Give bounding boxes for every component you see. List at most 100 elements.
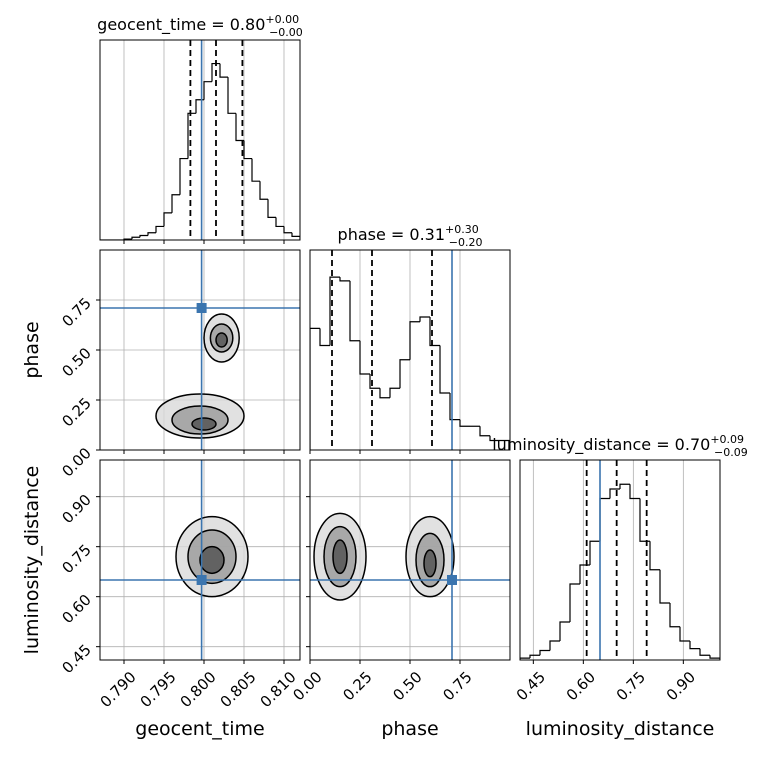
hist-step: [349, 280, 360, 342]
hist-step: [429, 317, 440, 347]
hist-step: [310, 327, 320, 450]
hist-step: [163, 212, 172, 227]
truth-point: [447, 575, 457, 585]
hist-step: [649, 541, 660, 571]
hist-step: [319, 328, 330, 347]
title-text: luminosity_distance = 0.70: [492, 435, 710, 455]
hist-step: [275, 217, 284, 228]
title-plus: +0.09: [710, 433, 744, 446]
hist-step: [235, 113, 244, 142]
x-tick-label: 0.790: [97, 668, 140, 711]
x-axis-label: geocent_time: [135, 718, 264, 740]
hist-step: [569, 583, 580, 622]
x-tick-label: 0.25: [339, 668, 375, 704]
plot-area: [310, 250, 510, 450]
hist-step: [619, 483, 630, 489]
plot-area: [100, 40, 300, 240]
hist-step: [579, 564, 590, 584]
y-tick-label: 0.60: [58, 591, 94, 627]
hist-step: [359, 340, 370, 375]
plot-area: [100, 460, 300, 660]
contour: [215, 332, 228, 348]
y-tick-label: 0.90: [58, 491, 94, 527]
hist-step: [609, 488, 620, 499]
hist-step: [639, 498, 650, 542]
hist-step: [479, 426, 490, 437]
hist-step: [187, 112, 196, 159]
x-tick-label: 0.50: [389, 668, 425, 704]
y-tick-label: 0.75: [58, 294, 94, 330]
panel-title: luminosity_distance = 0.70+0.09 −0.09: [492, 433, 748, 459]
hist-step: [379, 388, 390, 399]
panel-frame: [99, 39, 301, 241]
y-tick-label: 0.75: [58, 541, 94, 577]
hist-step: [131, 236, 140, 240]
hist-step: [399, 359, 410, 389]
hist-step: [147, 232, 156, 236]
hist-step: [291, 232, 300, 240]
hist-step: [329, 276, 340, 346]
x-tick-label: 0.795: [137, 668, 180, 711]
title-plus: +0.00: [265, 13, 299, 26]
title-minus: −0.20: [449, 236, 483, 249]
plot-area: [310, 460, 510, 660]
x-tick-label: 0.60: [563, 668, 599, 704]
hist-step: [439, 345, 450, 394]
hist-step: [629, 484, 640, 500]
hist-step: [489, 435, 500, 442]
hist-step: [549, 640, 560, 651]
plot-area: [100, 250, 300, 450]
y-tick-label: 0.45: [58, 641, 94, 677]
y-axis-label: phase: [21, 321, 43, 378]
panel-frame: [309, 249, 511, 451]
x-tick-label: 0.805: [217, 668, 260, 711]
hist-step: [599, 497, 610, 542]
hist-step: [500, 439, 510, 450]
truth-point: [196, 575, 207, 585]
panel-frame: [99, 249, 301, 451]
hist-step: [520, 657, 530, 660]
panel-title: geocent_time = 0.80+0.00 −0.00: [97, 13, 303, 39]
title-minus: −0.00: [269, 26, 303, 39]
title-text: geocent_time = 0.80: [97, 15, 265, 35]
hist-step: [171, 194, 180, 213]
hist-step: [267, 199, 276, 218]
panel-frame: [309, 459, 511, 661]
contour: [199, 545, 225, 575]
hist-step: [195, 99, 204, 114]
hist-step: [389, 387, 400, 398]
hist-step: [179, 157, 188, 195]
x-axis-label: luminosity_distance: [526, 718, 715, 740]
hist-step: [251, 158, 260, 182]
hist-step: [155, 225, 164, 233]
hist-step: [369, 374, 380, 389]
panel-frame: [99, 459, 301, 661]
contour: [423, 549, 437, 578]
x-tick-label: 0.75: [613, 668, 649, 704]
title-text: phase = 0.31: [338, 225, 445, 244]
hist-step: [539, 649, 550, 656]
hist-step: [243, 140, 252, 160]
hist-step: [339, 277, 350, 282]
title-minus: −0.09: [714, 446, 748, 459]
plot-area: [520, 460, 720, 660]
hist-step: [559, 621, 570, 641]
panel-title: phase = 0.31+0.30 −0.20: [338, 223, 483, 249]
hist-step: [409, 321, 420, 360]
panel: phase = 0.31+0.30 −0.20: [309, 223, 511, 454]
hist-step: [449, 393, 460, 421]
contour: [191, 417, 217, 431]
x-tick-label: 0.90: [663, 668, 699, 704]
y-axis-label: luminosity_distance: [21, 466, 43, 655]
x-tick-label: 0.800: [177, 668, 220, 711]
y-tick-label: 0.25: [58, 394, 94, 430]
panel: 0.7900.7950.8000.8050.8100.450.600.750.9…: [21, 459, 301, 740]
hist-step: [211, 62, 220, 82]
hist-step: [219, 63, 228, 78]
hist-step: [589, 540, 600, 565]
panel: 0.45 0.60 0.75 0.90 luminosity_distance = 0.…: [492, 433, 748, 740]
contour: [332, 539, 348, 575]
